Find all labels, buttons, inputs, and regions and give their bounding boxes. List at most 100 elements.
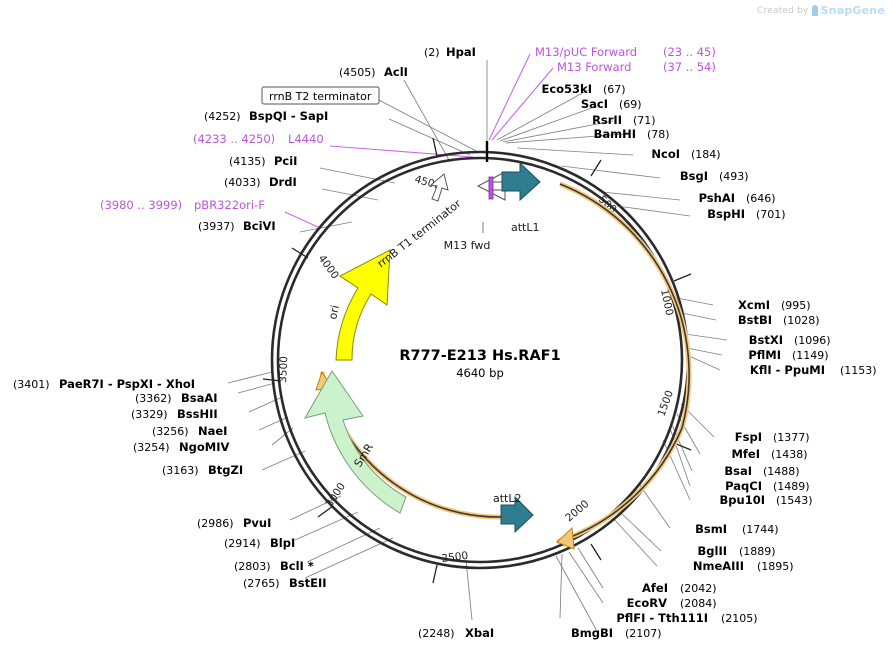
tick-label: 1500 <box>656 389 676 418</box>
enzyme-name-rsrii[interactable]: RsrII <box>592 113 622 127</box>
primer-name-l4440[interactable]: L4440 <box>288 132 324 146</box>
enzyme-name-drdi[interactable]: DrdI <box>269 175 297 189</box>
enzyme-pos: (67) <box>603 83 626 96</box>
enzyme-pos: (4505) <box>339 66 376 79</box>
enzyme-pos: (4135) <box>229 155 266 168</box>
enzyme-name-bsshii[interactable]: BssHII <box>177 407 218 421</box>
enzyme-name-pcii[interactable]: PciI <box>274 154 297 168</box>
enzyme-name-bpu10i[interactable]: Bpu10I <box>720 493 765 507</box>
enzyme-labels-right: XcmI (995) BstBI (1028) BstXI (1096) Pfl… <box>571 298 877 640</box>
enzyme-pos: (3254) <box>133 441 170 454</box>
enzyme-name-bcivi[interactable]: BciVI <box>243 219 276 233</box>
enzyme-name-naei[interactable]: NaeI <box>198 424 227 438</box>
enzyme-pos: (3937) <box>198 220 235 233</box>
enzyme-pos: (2765) <box>243 577 280 590</box>
enzyme-pos: (701) <box>756 208 786 221</box>
enzyme-pos: (2105) <box>721 612 758 625</box>
enzyme-labels-left: (3163) BtgZI (3254) NgoMIV (3256) NaeI (… <box>13 377 243 477</box>
boxed-label-rrnb-t2-terminator[interactable]: rrnB T2 terminator <box>262 87 379 104</box>
feature-rrnb-t1-terminator[interactable]: rrnB T1 terminator <box>375 174 464 270</box>
enzyme-name-bamhi[interactable]: BamHI <box>594 127 636 141</box>
enzyme-name-bglii[interactable]: BglII <box>698 544 728 558</box>
enzyme-name-saci[interactable]: SacI <box>581 97 608 111</box>
feature-label-ori: ori <box>326 304 342 321</box>
enzyme-name-nmeaiii[interactable]: NmeAIII <box>693 559 744 573</box>
enzyme-name-bstbi[interactable]: BstBI <box>738 313 772 327</box>
enzyme-name-xbai[interactable]: XbaI <box>465 626 494 640</box>
feature-attl2[interactable]: attL2 <box>493 492 533 532</box>
enzyme-name-kfli-ppumi[interactable]: KflI - PpuMI <box>750 363 825 377</box>
enzyme-name-bstell[interactable]: BstEII <box>289 576 327 590</box>
feature-attl1[interactable]: attL1 <box>502 163 540 234</box>
enzyme-name-fspi[interactable]: FspI <box>735 430 762 444</box>
enzyme-name-bspqi-sapi[interactable]: BspQI - SapI <box>249 109 328 123</box>
tick-label: 2000 <box>563 498 591 524</box>
enzyme-pos: (1543) <box>776 494 813 507</box>
enzyme-pos: (2107) <box>625 627 662 640</box>
enzyme-name-ecorv[interactable]: EcoRV <box>627 596 667 610</box>
enzyme-name-bsai[interactable]: BsaI <box>724 464 752 478</box>
tick-label: 4000 <box>316 253 341 282</box>
tick-label: 3500 <box>277 356 290 383</box>
enzyme-pos: (2084) <box>680 597 717 610</box>
enzyme-name-ngomiv[interactable]: NgoMIV <box>179 440 229 454</box>
enzyme-pos: (78) <box>647 128 670 141</box>
enzyme-name-xcmi[interactable]: XcmI <box>738 298 770 312</box>
plasmid-map: 500 1000 1500 2000 2500 3000 3500 4000 4… <box>0 0 893 651</box>
enzyme-pos: (2042) <box>680 582 717 595</box>
enzyme-pos: (1895) <box>757 560 794 573</box>
feature-label-rrnb-t1: rrnB T1 terminator <box>375 197 464 271</box>
enzyme-name-pflfi-tth111i[interactable]: PflFI - Tth111I <box>616 611 708 625</box>
feature-label-attl1: attL1 <box>511 221 540 234</box>
enzyme-name-bsphi[interactable]: BspHI <box>707 207 745 221</box>
enzyme-pos: (1377) <box>773 431 810 444</box>
enzyme-pos: (4252) <box>204 110 241 123</box>
enzyme-pos: (1438) <box>771 448 808 461</box>
enzyme-pos: (3401) <box>13 378 50 391</box>
enzyme-pos: (2986) <box>197 517 234 530</box>
enzyme-name-eco53ki[interactable]: Eco53kI <box>541 82 592 96</box>
enzyme-name-bsaai[interactable]: BsaAI <box>181 391 218 405</box>
enzyme-name-hpai[interactable]: HpaI <box>446 45 476 59</box>
enzyme-pos: (1489) <box>773 480 810 493</box>
enzyme-pos: (3362) <box>135 392 172 405</box>
primer-name-m13-forward[interactable]: M13 Forward <box>557 60 631 74</box>
boxed-label-text: rrnB T2 terminator <box>269 90 372 103</box>
enzyme-name-paer7i-pspxi-xhoi[interactable]: PaeR7I - PspXI - XhoI <box>59 377 195 391</box>
enzyme-name-btgzi[interactable]: BtgZI <box>208 463 243 477</box>
enzyme-pos: (2914) <box>224 537 261 550</box>
primer-range-l4440: (4233 .. 4250) <box>193 132 275 146</box>
enzyme-pos: (3256) <box>152 425 189 438</box>
primer-marker-bar <box>489 177 493 199</box>
enzyme-name-pshai[interactable]: PshAI <box>699 191 735 205</box>
enzyme-name-bsmi[interactable]: BsmI <box>695 522 727 536</box>
enzyme-name-paqci[interactable]: PaqCI <box>725 479 762 493</box>
enzyme-name-bsgi[interactable]: BsgI <box>680 169 708 183</box>
enzyme-pos: (2803) <box>234 560 271 573</box>
enzyme-name-mfei[interactable]: MfeI <box>731 447 760 461</box>
enzyme-name-blpi[interactable]: BlpI <box>270 536 295 550</box>
enzyme-pos: (3329) <box>131 408 168 421</box>
primer-range-m13puc-forward: (23 .. 45) <box>663 45 716 59</box>
primer-name-pbr322ori-f[interactable]: pBR322ori-F <box>194 198 265 212</box>
enzyme-name-bstxi[interactable]: BstXI <box>749 333 783 347</box>
plasmid-title-group: R777-E213 Hs.RAF1 4640 bp <box>399 348 560 380</box>
enzyme-name-pflmi[interactable]: PflMI <box>748 348 781 362</box>
primer-range-m13-forward: (37 .. 54) <box>663 60 716 74</box>
enzyme-name-acli[interactable]: AclI <box>384 65 408 79</box>
enzyme-name-bcli[interactable]: BclI * <box>280 559 314 573</box>
enzyme-name-ncoi[interactable]: NcoI <box>651 147 680 161</box>
enzyme-pos: (646) <box>746 192 776 205</box>
enzyme-name-pvui-text[interactable]: PvuI <box>243 516 271 530</box>
enzyme-pos: (493) <box>719 170 749 183</box>
plasmid-length: 4640 bp <box>456 366 504 380</box>
enzyme-name-bmgbi[interactable]: BmgBI <box>571 626 613 640</box>
enzyme-name-afei[interactable]: AfeI <box>642 581 668 595</box>
primer-name-m13puc-forward[interactable]: M13/pUC Forward <box>535 45 637 59</box>
plasmid-name: R777-E213 Hs.RAF1 <box>399 348 560 364</box>
feature-label-m13-fwd: M13 fwd <box>444 239 491 252</box>
enzyme-pos: (1028) <box>783 314 820 327</box>
enzyme-pos: (2248) <box>418 627 455 640</box>
enzyme-pos: (3163) <box>162 464 199 477</box>
enzyme-pos: (1744) <box>742 523 779 536</box>
